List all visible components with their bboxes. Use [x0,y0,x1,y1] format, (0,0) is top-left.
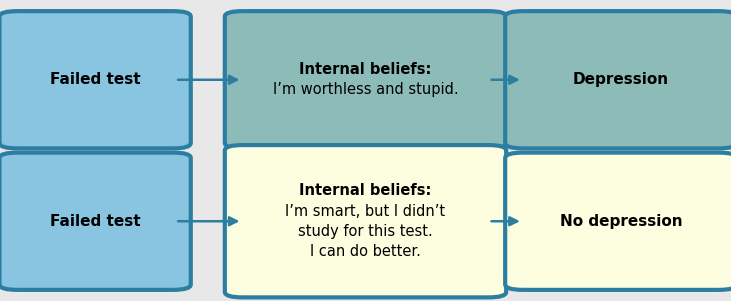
Text: Failed test: Failed test [50,214,140,229]
FancyBboxPatch shape [225,145,506,297]
Text: No depression: No depression [559,214,682,229]
Text: Depression: Depression [573,72,669,87]
Text: Internal beliefs:: Internal beliefs: [299,62,432,77]
Text: Failed test: Failed test [50,72,140,87]
Text: I’m worthless and stupid.: I’m worthless and stupid. [273,82,458,98]
Text: Internal beliefs:: Internal beliefs: [299,183,432,198]
FancyBboxPatch shape [505,153,731,290]
FancyBboxPatch shape [0,153,191,290]
Text: I’m smart, but I didn’t: I’m smart, but I didn’t [285,203,446,219]
FancyBboxPatch shape [505,11,731,148]
Text: I can do better.: I can do better. [310,244,421,259]
FancyBboxPatch shape [225,11,506,148]
FancyBboxPatch shape [0,11,191,148]
Text: study for this test.: study for this test. [298,224,433,239]
